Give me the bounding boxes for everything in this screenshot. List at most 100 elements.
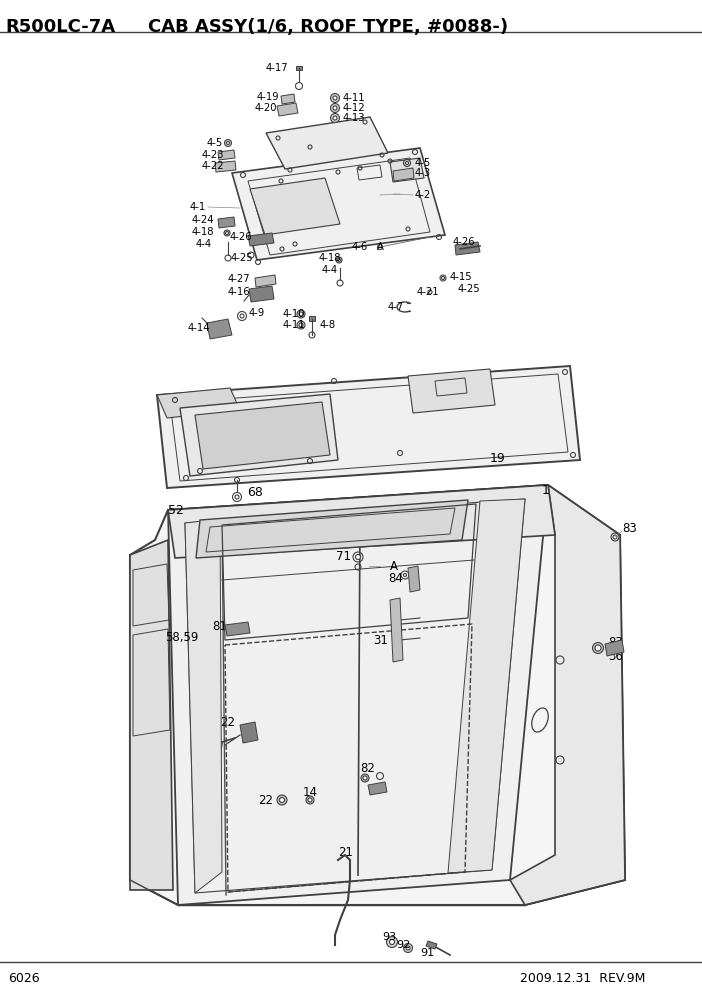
Text: 4-7: 4-7	[388, 302, 404, 312]
Circle shape	[240, 314, 244, 318]
Circle shape	[225, 231, 228, 234]
Polygon shape	[296, 66, 302, 70]
Polygon shape	[408, 369, 495, 413]
Circle shape	[277, 795, 287, 805]
Text: 21: 21	[338, 845, 353, 858]
Text: 14: 14	[303, 787, 318, 800]
Text: 4-23: 4-23	[202, 150, 225, 160]
Polygon shape	[309, 316, 315, 321]
Circle shape	[331, 103, 340, 112]
Text: 4-11: 4-11	[283, 320, 305, 330]
Circle shape	[361, 774, 369, 782]
Text: 4-12: 4-12	[343, 103, 366, 113]
Polygon shape	[185, 519, 222, 893]
Text: 58,59: 58,59	[165, 632, 199, 645]
Circle shape	[333, 116, 337, 120]
Circle shape	[299, 312, 303, 316]
Circle shape	[235, 495, 239, 499]
Polygon shape	[277, 103, 298, 116]
Text: 4-3: 4-3	[415, 168, 431, 178]
Circle shape	[297, 310, 305, 318]
Polygon shape	[225, 622, 250, 636]
Polygon shape	[408, 566, 420, 592]
Text: 4-27: 4-27	[228, 274, 251, 284]
Polygon shape	[180, 394, 338, 476]
Text: 52: 52	[168, 504, 184, 517]
Text: 4-5: 4-5	[415, 158, 431, 168]
Text: 4-2: 4-2	[415, 190, 431, 200]
Polygon shape	[255, 275, 276, 287]
Text: 68: 68	[247, 485, 263, 499]
Polygon shape	[168, 485, 548, 905]
Text: 4-22: 4-22	[202, 161, 225, 171]
Polygon shape	[168, 485, 555, 558]
Polygon shape	[426, 941, 437, 949]
Text: 4-11: 4-11	[343, 93, 366, 103]
Text: 22: 22	[220, 716, 235, 729]
Text: 4-19: 4-19	[257, 92, 279, 102]
Polygon shape	[207, 319, 232, 339]
Polygon shape	[266, 117, 388, 169]
Polygon shape	[605, 640, 624, 656]
Circle shape	[331, 113, 340, 122]
Text: 83: 83	[622, 522, 637, 535]
Circle shape	[279, 798, 284, 803]
Text: 4-17: 4-17	[266, 63, 289, 73]
Polygon shape	[250, 178, 340, 235]
Circle shape	[297, 321, 305, 329]
Text: 4-1: 4-1	[190, 202, 206, 212]
Circle shape	[592, 643, 604, 654]
Polygon shape	[195, 402, 330, 469]
Text: 4-24: 4-24	[192, 215, 215, 225]
Text: 2009.12.31  REV.9M: 2009.12.31 REV.9M	[520, 971, 645, 984]
Text: R500LC-7A: R500LC-7A	[5, 18, 115, 36]
Circle shape	[299, 323, 303, 327]
Polygon shape	[218, 150, 235, 160]
Circle shape	[404, 943, 413, 952]
Text: 4-4: 4-4	[196, 239, 212, 249]
Text: 4-26: 4-26	[453, 237, 476, 247]
Text: 81: 81	[212, 621, 227, 634]
Text: 4-26: 4-26	[230, 232, 253, 242]
Polygon shape	[157, 366, 580, 488]
Circle shape	[595, 645, 601, 651]
Circle shape	[387, 936, 397, 947]
Circle shape	[390, 939, 395, 944]
Circle shape	[308, 798, 312, 802]
Polygon shape	[510, 485, 625, 905]
Text: 83: 83	[608, 637, 623, 650]
Text: 4-18: 4-18	[192, 227, 215, 237]
Text: 91: 91	[420, 948, 434, 958]
Text: 4-9: 4-9	[249, 308, 265, 318]
Polygon shape	[393, 168, 414, 181]
Text: 92: 92	[396, 940, 410, 950]
Text: 71: 71	[336, 550, 351, 562]
Polygon shape	[218, 217, 235, 228]
Circle shape	[355, 555, 361, 559]
Text: 4-21: 4-21	[417, 287, 439, 297]
Text: 4-16: 4-16	[228, 287, 251, 297]
Circle shape	[333, 96, 337, 100]
Circle shape	[442, 277, 444, 280]
Polygon shape	[390, 598, 403, 662]
Text: A: A	[377, 242, 384, 252]
Circle shape	[227, 142, 230, 145]
Polygon shape	[240, 722, 258, 743]
Polygon shape	[281, 94, 295, 104]
Polygon shape	[448, 499, 525, 873]
Circle shape	[406, 162, 409, 165]
Text: 82: 82	[360, 763, 375, 776]
Text: 4-4: 4-4	[322, 265, 338, 275]
Circle shape	[331, 93, 340, 102]
Text: A: A	[390, 559, 398, 572]
Polygon shape	[215, 161, 236, 172]
Circle shape	[406, 946, 410, 950]
Circle shape	[613, 535, 617, 539]
Polygon shape	[130, 540, 173, 890]
Polygon shape	[130, 485, 625, 905]
Circle shape	[338, 259, 340, 262]
Text: 4-14: 4-14	[188, 323, 211, 333]
Circle shape	[225, 140, 232, 147]
Text: 4-15: 4-15	[450, 272, 472, 282]
Text: 4-25: 4-25	[458, 284, 481, 294]
